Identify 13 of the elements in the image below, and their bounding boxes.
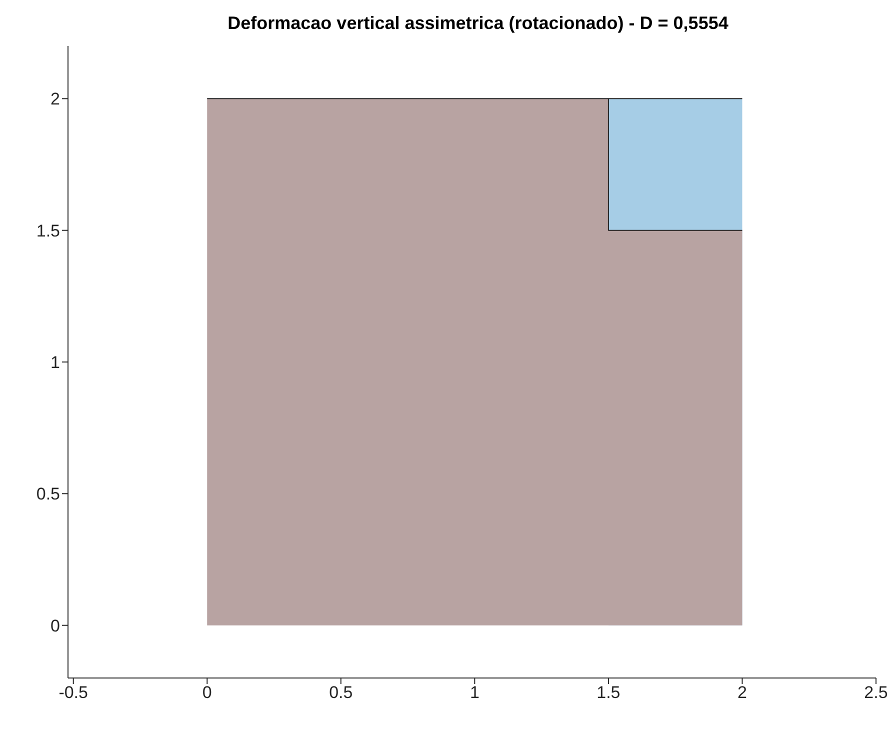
y-tick-label: 0.5 (36, 484, 60, 504)
chart-title: Deformacao vertical assimetrica (rotacionado) - D = 0,5554 (226, 12, 730, 35)
y-tick-label: 1 (50, 353, 60, 372)
y-tick-label: 2 (50, 90, 60, 109)
x-tick-label: 1 (470, 683, 480, 702)
x-tick-label: 1.5 (596, 683, 620, 702)
x-tick-label: 0 (202, 683, 212, 702)
x-tick-label: 0.5 (329, 683, 353, 702)
x-tick-label: -0.5 (58, 683, 88, 702)
x-tick-label: 2 (737, 683, 747, 702)
x-tick-label: 2.5 (864, 683, 888, 702)
y-tick-label: 1.5 (36, 221, 60, 240)
y-tick-label: 0 (50, 616, 60, 636)
